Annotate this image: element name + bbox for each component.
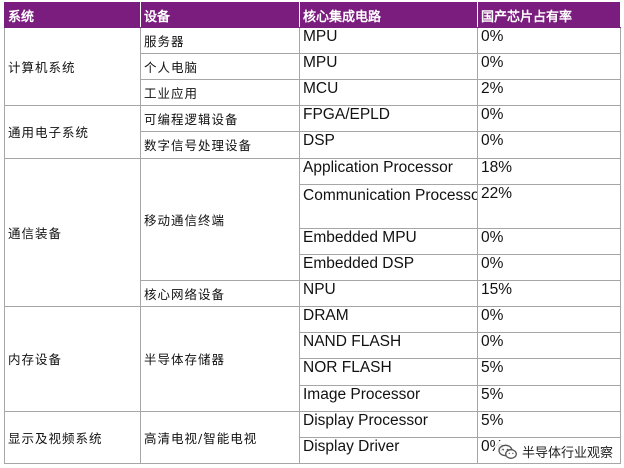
device-cell: 核心网络设备 bbox=[140, 280, 300, 308]
rate-cell: 0% bbox=[477, 253, 621, 282]
circuit-cell: FPGA/EPLD bbox=[299, 105, 478, 133]
device-cell: 移动通信终端 bbox=[140, 157, 300, 282]
header-circuit: 核心集成电路 bbox=[299, 2, 478, 28]
header-rate: 国产芯片占有率 bbox=[477, 2, 621, 28]
rate-cell: 22% bbox=[477, 183, 621, 229]
circuit-cell: DSP bbox=[299, 131, 478, 159]
device-cell: 高清电视/智能电视 bbox=[140, 410, 300, 465]
table-row: 通用电子系统 可编程逻辑设备 FPGA/EPLD 0% bbox=[4, 105, 621, 159]
wechat-icon bbox=[498, 444, 517, 459]
rate-cell: 0% bbox=[477, 227, 621, 255]
circuit-cell: Application Processor bbox=[299, 157, 478, 185]
rate-cell: 5% bbox=[477, 410, 621, 438]
header-system: 系统 bbox=[4, 2, 141, 28]
circuit-cell: MPU bbox=[299, 26, 478, 55]
header-row: 系统 设备 核心集成电路 国产芯片占有率 bbox=[4, 2, 621, 28]
table-row: Communication Processor 22% bbox=[5, 183, 621, 229]
device-cell: 数字信号处理设备 bbox=[140, 131, 300, 159]
device-cell: 服务器 bbox=[140, 26, 300, 55]
rate-cell: 5% bbox=[477, 358, 621, 386]
rate-cell: 0% bbox=[477, 131, 621, 159]
circuit-cell: NPU bbox=[299, 280, 478, 308]
table-row: NOR FLASH 5% bbox=[5, 358, 621, 386]
circuit-cell: NAND FLASH bbox=[299, 332, 478, 360]
table-row: 数字信号处理设备 DSP 0% bbox=[5, 131, 621, 159]
table-row: 内存设备 半导体存储器 DRAM 0% bbox=[4, 306, 621, 412]
table-row: 通信装备 移动通信终端 Application Processor 18% bbox=[4, 157, 621, 308]
rate-cell: 5% bbox=[477, 384, 621, 412]
chip-share-table: 系统 设备 核心集成电路 国产芯片占有率 计算机系统 服务器 MPU 0% 个人… bbox=[4, 2, 621, 465]
device-cell: 半导体存储器 bbox=[140, 306, 300, 412]
header-device: 设备 bbox=[140, 2, 300, 28]
device-cell: 可编程逻辑设备 bbox=[140, 105, 300, 133]
rate-cell: 0% bbox=[477, 306, 621, 334]
circuit-cell: MPU bbox=[299, 53, 478, 81]
table-row: 计算机系统 服务器 MPU 0% bbox=[4, 26, 621, 107]
table-row: Image Processor 5% bbox=[5, 384, 621, 412]
system-cell: 通用电子系统 bbox=[4, 105, 141, 159]
table-row: Embedded MPU 0% bbox=[5, 227, 621, 255]
rate-cell: 2% bbox=[477, 79, 621, 107]
table-row: Embedded DSP 0% bbox=[5, 253, 621, 282]
circuit-cell: Embedded MPU bbox=[299, 227, 478, 255]
device-cell: 个人电脑 bbox=[140, 53, 300, 81]
rate-cell: 0% bbox=[477, 53, 621, 81]
circuit-cell: Embedded DSP bbox=[299, 253, 478, 282]
rate-cell: 18% bbox=[477, 157, 621, 185]
circuit-cell: Display Processor bbox=[299, 410, 478, 438]
rate-cell: 0% bbox=[477, 332, 621, 360]
circuit-cell: Communication Processor bbox=[299, 183, 478, 229]
system-cell: 显示及视频系统 bbox=[4, 410, 141, 465]
rate-cell: 0% bbox=[477, 105, 621, 133]
circuit-cell: NOR FLASH bbox=[299, 358, 478, 386]
table-row: 核心网络设备 NPU 15% bbox=[5, 280, 621, 308]
device-cell: 工业应用 bbox=[140, 79, 300, 107]
circuit-cell: Image Processor bbox=[299, 384, 478, 412]
rate-cell: 15% bbox=[477, 280, 621, 308]
system-cell: 计算机系统 bbox=[4, 26, 141, 107]
rate-cell: 0% bbox=[477, 26, 621, 55]
table-row: 个人电脑 MPU 0% bbox=[5, 53, 621, 81]
circuit-cell: MCU bbox=[299, 79, 478, 107]
system-cell: 内存设备 bbox=[4, 306, 141, 412]
table-row: 工业应用 MCU 2% bbox=[5, 79, 621, 107]
watermark: 半导体行业观察 bbox=[494, 441, 616, 462]
watermark-text: 半导体行业观察 bbox=[521, 446, 613, 461]
system-cell: 通信装备 bbox=[4, 157, 141, 308]
circuit-cell: DRAM bbox=[299, 306, 478, 334]
circuit-cell: Display Driver bbox=[299, 436, 478, 465]
table-row: 显示及视频系统 高清电视/智能电视 Display Processor 5% bbox=[4, 410, 621, 465]
table-row: NAND FLASH 0% bbox=[5, 332, 621, 360]
